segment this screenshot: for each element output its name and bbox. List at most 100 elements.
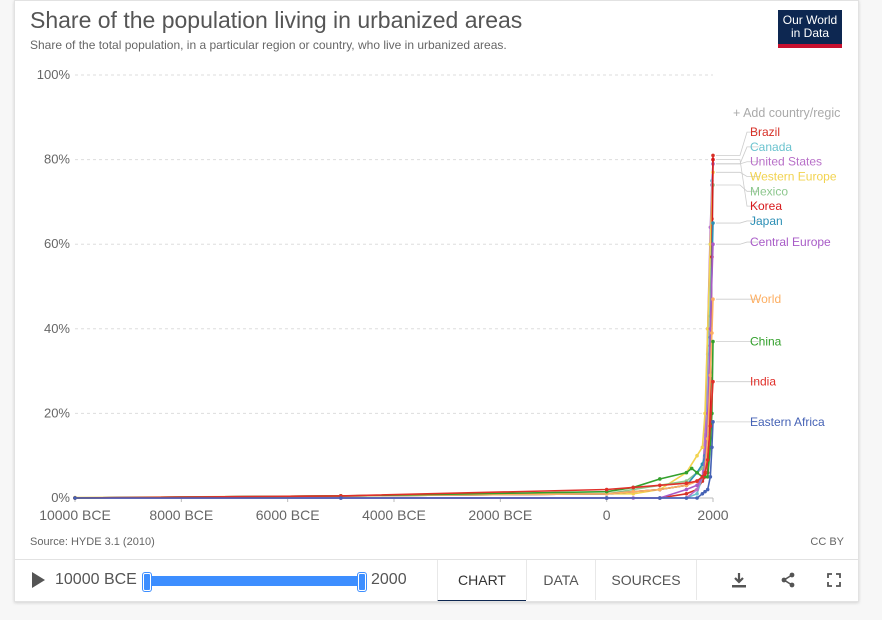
- data-point[interactable]: [695, 479, 699, 483]
- data-point[interactable]: [711, 221, 715, 225]
- data-point[interactable]: [705, 487, 710, 492]
- data-point[interactable]: [695, 496, 699, 500]
- series-line-mexico[interactable]: [74, 184, 714, 499]
- data-point[interactable]: [604, 496, 609, 500]
- data-point[interactable]: [658, 487, 662, 492]
- data-point[interactable]: [703, 470, 707, 475]
- legend-connector: [716, 131, 759, 156]
- series-line-canada[interactable]: [75, 163, 714, 499]
- legend-label-korea[interactable]: Korea: [750, 199, 782, 213]
- data-point[interactable]: [73, 496, 77, 500]
- legend-label-united-states[interactable]: United States: [750, 155, 822, 169]
- timeline-slider[interactable]: [143, 573, 366, 591]
- series-line-eastern-africa[interactable]: [75, 421, 714, 499]
- series-line-china[interactable]: [74, 341, 714, 499]
- tab-data[interactable]: DATA: [526, 560, 595, 600]
- data-point[interactable]: [684, 491, 689, 496]
- data-point[interactable]: [658, 483, 662, 488]
- data-point[interactable]: [631, 485, 636, 490]
- legend-label-central-europe[interactable]: Central Europe: [750, 235, 831, 249]
- data-point[interactable]: [700, 491, 705, 496]
- legend-label-mexico[interactable]: Mexico: [750, 184, 788, 198]
- owid-logo[interactable]: Our World in Data: [778, 10, 842, 48]
- data-point[interactable]: [710, 331, 714, 335]
- legend-connector: [716, 241, 759, 245]
- add-country-button[interactable]: + Add country/regic: [733, 106, 840, 120]
- x-tick-label: 8000 BCE: [149, 507, 213, 523]
- data-point[interactable]: [695, 483, 699, 488]
- y-tick-label: 40%: [44, 321, 70, 336]
- data-point[interactable]: [689, 466, 694, 471]
- data-point[interactable]: [705, 458, 710, 462]
- chart-subtitle: Share of the total population, in a part…: [30, 38, 507, 52]
- data-point[interactable]: [700, 462, 705, 466]
- data-point[interactable]: [711, 242, 715, 246]
- data-point[interactable]: [700, 475, 705, 479]
- timeline-end-handle[interactable]: [358, 573, 366, 591]
- y-tick-label: 20%: [44, 405, 70, 420]
- data-point[interactable]: [711, 297, 715, 301]
- data-point[interactable]: [711, 420, 715, 424]
- data-point[interactable]: [695, 487, 699, 492]
- legend-label-eastern-africa[interactable]: Eastern Africa: [750, 415, 825, 429]
- grid-layer: [75, 74, 713, 414]
- data-point[interactable]: [700, 445, 705, 450]
- legend-connector: [716, 171, 759, 177]
- logo-line-1: Our World: [782, 13, 838, 27]
- play-icon[interactable]: [32, 572, 45, 588]
- legend-label-world[interactable]: World: [750, 292, 781, 306]
- data-point[interactable]: [695, 453, 699, 458]
- data-point[interactable]: [695, 470, 699, 475]
- data-point[interactable]: [703, 411, 707, 416]
- tab-sources[interactable]: SOURCES: [595, 560, 697, 600]
- x-tick-label: 10000 BCE: [39, 507, 111, 523]
- data-point[interactable]: [710, 445, 714, 450]
- legend-label-western-europe[interactable]: Western Europe: [750, 170, 837, 184]
- legend-connector: [716, 184, 759, 192]
- tab-chart[interactable]: CHART: [437, 560, 526, 601]
- data-point[interactable]: [695, 491, 699, 496]
- data-point[interactable]: [711, 339, 715, 344]
- data-point[interactable]: [711, 379, 715, 384]
- legend-connector: [716, 161, 759, 165]
- data-point[interactable]: [339, 496, 343, 500]
- legend-connector: [716, 159, 759, 207]
- data-point[interactable]: [658, 496, 662, 500]
- data-point[interactable]: [684, 481, 689, 485]
- timeline-start-handle[interactable]: [143, 573, 151, 591]
- legend-label-japan[interactable]: Japan: [750, 214, 783, 228]
- legend-label-india[interactable]: India: [750, 375, 776, 389]
- data-point[interactable]: [631, 489, 636, 494]
- data-point[interactable]: [703, 489, 707, 494]
- data-point[interactable]: [684, 470, 689, 475]
- data-point[interactable]: [708, 424, 713, 428]
- legend-label-brazil[interactable]: Brazil: [750, 125, 780, 139]
- series-line-central-europe[interactable]: [75, 244, 714, 499]
- data-point[interactable]: [658, 477, 662, 481]
- data-point[interactable]: [708, 373, 713, 378]
- legend-label-canada[interactable]: Canada: [750, 140, 792, 154]
- data-point[interactable]: [604, 487, 609, 492]
- fullscreen-icon[interactable]: [825, 571, 843, 589]
- data-point[interactable]: [705, 327, 710, 331]
- y-tick-label: 60%: [44, 236, 70, 251]
- series-line-brazil[interactable]: [75, 155, 714, 499]
- data-point[interactable]: [705, 475, 710, 479]
- x-tick-label: 6000 BCE: [256, 507, 320, 523]
- data-point[interactable]: [684, 487, 689, 492]
- series-line-india[interactable]: [74, 381, 714, 499]
- legend-connector: [716, 220, 759, 224]
- legend-label-china[interactable]: China: [750, 334, 782, 348]
- series-line-western-europe[interactable]: [74, 172, 714, 499]
- x-tick-label: 2000 BCE: [468, 507, 532, 523]
- source-note[interactable]: Source: HYDE 3.1 (2010): [30, 536, 155, 548]
- data-point[interactable]: [711, 153, 715, 158]
- data-point[interactable]: [708, 475, 713, 479]
- license-note[interactable]: CC BY: [810, 536, 844, 548]
- data-point[interactable]: [684, 496, 689, 500]
- series-line-japan[interactable]: [74, 223, 714, 499]
- download-icon[interactable]: [730, 571, 748, 589]
- data-point[interactable]: [711, 157, 715, 162]
- series-line-united-states[interactable]: [75, 163, 714, 499]
- share-icon[interactable]: [779, 571, 797, 589]
